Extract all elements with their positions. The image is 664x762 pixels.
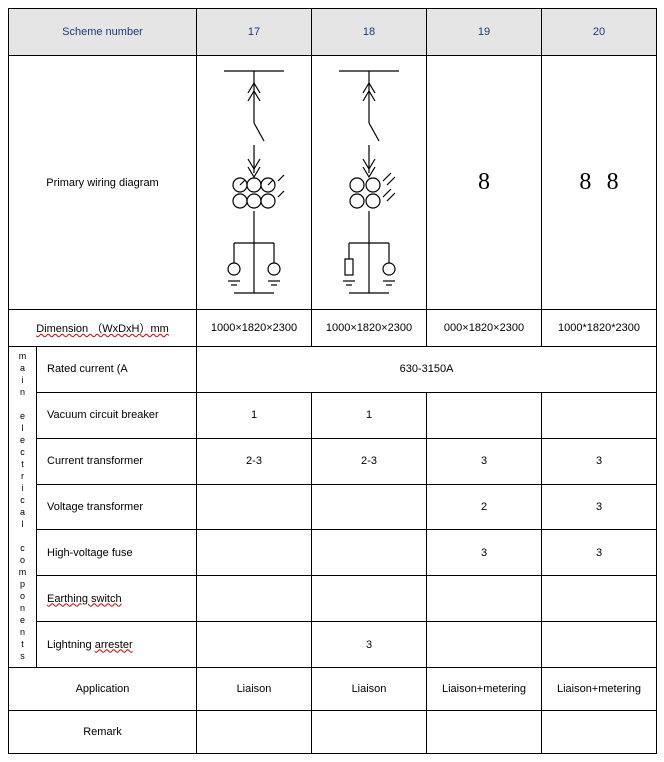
diagram-18: [312, 56, 427, 310]
current-transformer-label: Current transformer: [37, 438, 197, 484]
placeholder-8: 8: [579, 169, 591, 195]
table-cell: [197, 576, 312, 622]
dimension-label: Dimension （WxDxH）mm: [9, 310, 197, 347]
table-cell: 3: [542, 484, 657, 530]
rated-current-row: main electrical components Rated current…: [9, 347, 657, 393]
table-cell: [312, 576, 427, 622]
rated-current-value: 630-3150A: [197, 347, 657, 393]
table-cell: 3: [427, 530, 542, 576]
hv-fuse-label: High-voltage fuse: [37, 530, 197, 576]
placeholder-8: 8: [478, 169, 490, 195]
table-cell: [542, 711, 657, 754]
dim-18: 1000×1820×2300: [312, 310, 427, 347]
wiring-diagram-icon: [319, 63, 419, 303]
table-cell: 2: [427, 484, 542, 530]
table-cell: [312, 484, 427, 530]
table-cell: Liaison: [197, 668, 312, 711]
table-cell: Liaison: [312, 668, 427, 711]
col-17: 17: [197, 9, 312, 56]
hv-fuse-row: High-voltage fuse 3 3: [9, 530, 657, 576]
vacuum-breaker-label: Vacuum circuit breaker: [37, 392, 197, 438]
dim-19: 000×1820×2300: [427, 310, 542, 347]
table-cell: [427, 576, 542, 622]
col-19: 19: [427, 9, 542, 56]
diagram-19: 8: [427, 56, 542, 310]
diagram-row: Primary wiring diagram: [9, 56, 657, 310]
application-label: Application: [9, 668, 197, 711]
col-18: 18: [312, 9, 427, 56]
table-cell: 2-3: [197, 438, 312, 484]
table-cell: 1: [197, 392, 312, 438]
table-cell: [542, 576, 657, 622]
earthing-switch-label: Earthing switch: [37, 576, 197, 622]
dimension-row: Dimension （WxDxH）mm 1000×1820×2300 1000×…: [9, 310, 657, 347]
remark-row: Remark: [9, 711, 657, 754]
lightning-arrester-label: Lightning arrester: [37, 622, 197, 668]
table-cell: 3: [427, 438, 542, 484]
table-cell: [427, 711, 542, 754]
table-cell: [197, 530, 312, 576]
table-cell: 2-3: [312, 438, 427, 484]
header-row: Scheme number 17 18 19 20: [9, 9, 657, 56]
vacuum-breaker-row: Vacuum circuit breaker 1 1: [9, 392, 657, 438]
dim-17: 1000×1820×2300: [197, 310, 312, 347]
table-cell: [427, 622, 542, 668]
diagram-20: 8 8: [542, 56, 657, 310]
table-cell: 3: [542, 438, 657, 484]
table-cell: [312, 530, 427, 576]
table-cell: [427, 392, 542, 438]
rated-current-label: Rated current (A: [37, 347, 197, 393]
wiring-diagram-icon: [204, 63, 304, 303]
diagram-17: [197, 56, 312, 310]
table-cell: [197, 711, 312, 754]
dim-20: 1000*1820*2300: [542, 310, 657, 347]
table-cell: [197, 484, 312, 530]
current-transformer-row: Current transformer 2-3 2-3 3 3: [9, 438, 657, 484]
voltage-transformer-row: Voltage transformer 2 3: [9, 484, 657, 530]
earthing-switch-row: Earthing switch: [9, 576, 657, 622]
table-cell: [197, 622, 312, 668]
table-cell: [542, 392, 657, 438]
table-cell: 3: [312, 622, 427, 668]
lightning-arrester-row: Lightning arrester 3: [9, 622, 657, 668]
table-cell: Liaison+metering: [427, 668, 542, 711]
scheme-number-label: Scheme number: [9, 9, 197, 56]
placeholder-8: 8: [607, 169, 619, 195]
diagram-row-label: Primary wiring diagram: [9, 56, 197, 310]
application-row: Application Liaison Liaison Liaison+mete…: [9, 668, 657, 711]
col-20: 20: [542, 9, 657, 56]
table-cell: 3: [542, 530, 657, 576]
remark-label: Remark: [9, 711, 197, 754]
components-group-label: main electrical components: [9, 347, 37, 668]
table-cell: 1: [312, 392, 427, 438]
voltage-transformer-label: Voltage transformer: [37, 484, 197, 530]
spec-table: Scheme number 17 18 19 20 Primary wiring…: [8, 8, 657, 754]
table-cell: Liaison+metering: [542, 668, 657, 711]
table-cell: [312, 711, 427, 754]
table-cell: [542, 622, 657, 668]
